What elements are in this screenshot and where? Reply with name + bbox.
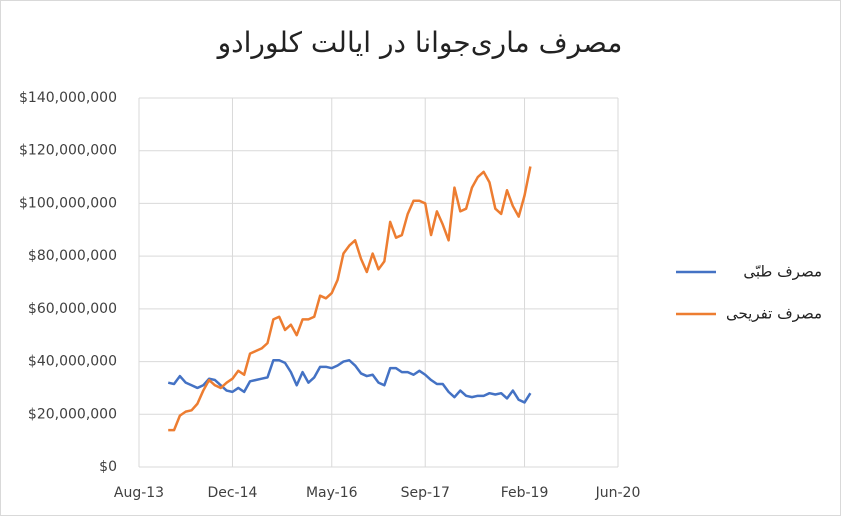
legend-label: مصرف تفریحی [726,305,822,323]
data-line [168,166,532,432]
data-line [167,359,532,404]
chart-title: مصرف ماری‌جوانا در ایالت کلورادو [216,26,623,59]
y-tick-label: $60,000,000 [28,301,117,317]
y-tick-label: $20,000,000 [28,406,117,422]
y-tick-label: $40,000,000 [28,354,117,370]
legend-label: مصرف طبّی [743,263,822,281]
x-tick-label: Jun-20 [595,485,641,501]
y-tick-label: $140,000,000 [19,90,117,106]
y-tick-label: $120,000,000 [19,143,117,159]
x-tick-label: Sep-17 [401,485,450,501]
x-tick-label: Aug-13 [114,485,164,501]
x-tick-label: Dec-14 [207,485,257,501]
x-tick-label: May-16 [306,485,358,501]
y-tick-label: $0 [99,459,117,475]
y-tick-label: $100,000,000 [19,195,117,211]
y-tick-label: $80,000,000 [28,248,117,264]
x-tick-label: Feb-19 [501,485,549,501]
